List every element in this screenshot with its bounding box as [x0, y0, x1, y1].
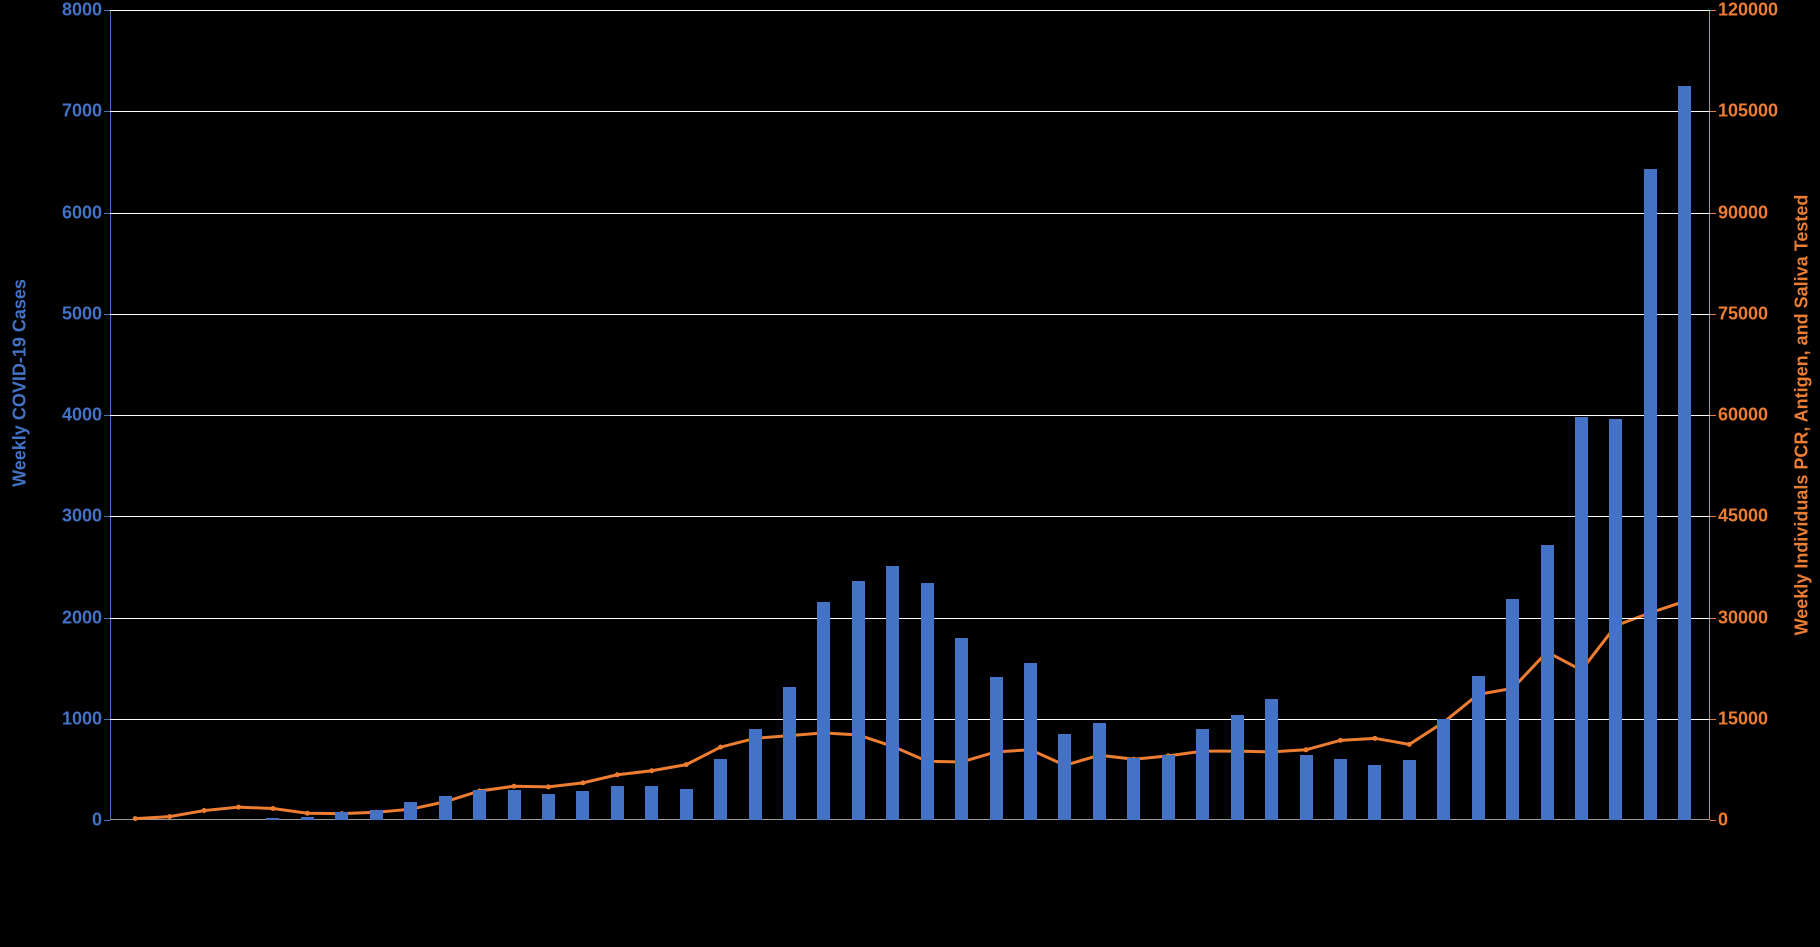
- line-marker: [1338, 738, 1343, 743]
- line-marker: [1372, 736, 1377, 741]
- gridline: [110, 10, 1710, 11]
- bar: [508, 790, 521, 820]
- bar: [1265, 699, 1278, 821]
- bar: [955, 638, 968, 820]
- bar: [1231, 715, 1244, 820]
- line-marker: [512, 784, 517, 789]
- ytick-left-label: 1000: [62, 708, 110, 729]
- bar: [817, 602, 830, 820]
- bar: [542, 794, 555, 820]
- bar: [1127, 758, 1140, 820]
- bar: [1093, 723, 1106, 820]
- bar: [370, 810, 383, 820]
- y-axis-left-label: Weekly COVID-19 Cases: [10, 279, 31, 487]
- line-marker: [1407, 742, 1412, 747]
- ytick-left-label: 6000: [62, 202, 110, 223]
- bar: [1609, 419, 1622, 820]
- line-marker: [202, 808, 207, 813]
- gridline: [110, 516, 1710, 517]
- bar: [1644, 169, 1657, 820]
- bar: [852, 581, 865, 820]
- ytick-right-label: 90000: [1710, 202, 1768, 223]
- gridline: [110, 111, 1710, 112]
- ytick-left-label: 3000: [62, 506, 110, 527]
- y-axis-right-label: Weekly Individuals PCR, Antigen, and Sal…: [1792, 195, 1813, 636]
- gridline: [110, 213, 1710, 214]
- ytick-left-label: 8000: [62, 0, 110, 21]
- bar: [1506, 599, 1519, 820]
- bar: [1300, 755, 1313, 820]
- bar: [783, 687, 796, 820]
- bar: [266, 818, 279, 820]
- bar: [1678, 86, 1691, 820]
- dual-axis-chart: 0 1000 2000 3000 4000 5000 6000 7000 8000 0 15000 3…: [0, 0, 1820, 947]
- bar: [714, 759, 727, 820]
- bar: [1196, 729, 1209, 820]
- bar: [439, 796, 452, 820]
- ytick-left-label: 4000: [62, 405, 110, 426]
- ytick-left-label: 0: [92, 810, 110, 831]
- bar: [645, 786, 658, 820]
- ytick-right-label: 30000: [1710, 607, 1768, 628]
- gridline: [110, 415, 1710, 416]
- ytick-right-label: 60000: [1710, 405, 1768, 426]
- ytick-left-label: 2000: [62, 607, 110, 628]
- line-marker: [615, 772, 620, 777]
- ytick-right-label: 75000: [1710, 303, 1768, 324]
- bar: [1058, 734, 1071, 820]
- bar: [1472, 676, 1485, 820]
- gridline: [110, 618, 1710, 619]
- bar: [1575, 417, 1588, 820]
- bar: [611, 786, 624, 820]
- bar: [921, 583, 934, 820]
- line-marker: [718, 745, 723, 750]
- line-marker: [546, 784, 551, 789]
- ytick-left-label: 5000: [62, 303, 110, 324]
- bar: [749, 729, 762, 820]
- plot-area: 0100020003000400050006000700080000150003…: [110, 10, 1710, 820]
- line-marker: [684, 762, 689, 767]
- bar: [1368, 765, 1381, 820]
- ytick-right-label: 105000: [1710, 101, 1778, 122]
- ytick-right-label: 0: [1710, 810, 1728, 831]
- line-marker: [649, 768, 654, 773]
- line-marker: [236, 805, 241, 810]
- bar: [1403, 760, 1416, 820]
- bar: [301, 817, 314, 820]
- gridline: [110, 314, 1710, 315]
- line-marker: [305, 811, 310, 816]
- bar: [404, 802, 417, 820]
- ytick-right-label: 45000: [1710, 506, 1768, 527]
- bar: [990, 677, 1003, 820]
- line-path: [135, 601, 1685, 818]
- bar: [680, 789, 693, 820]
- x-axis-baseline: [110, 819, 1710, 820]
- bar: [886, 566, 899, 820]
- bar: [1541, 545, 1554, 820]
- bar: [335, 812, 348, 820]
- bar: [1162, 755, 1175, 820]
- bar: [576, 791, 589, 820]
- bar: [1437, 719, 1450, 820]
- line-marker: [1304, 747, 1309, 752]
- line-marker: [270, 806, 275, 811]
- ytick-right-label: 15000: [1710, 708, 1768, 729]
- bar: [1024, 663, 1037, 820]
- ytick-left-label: 7000: [62, 101, 110, 122]
- gridline: [110, 719, 1710, 720]
- ytick-right-label: 120000: [1710, 0, 1778, 21]
- line-marker: [580, 780, 585, 785]
- bar: [473, 790, 486, 820]
- bar: [1334, 759, 1347, 820]
